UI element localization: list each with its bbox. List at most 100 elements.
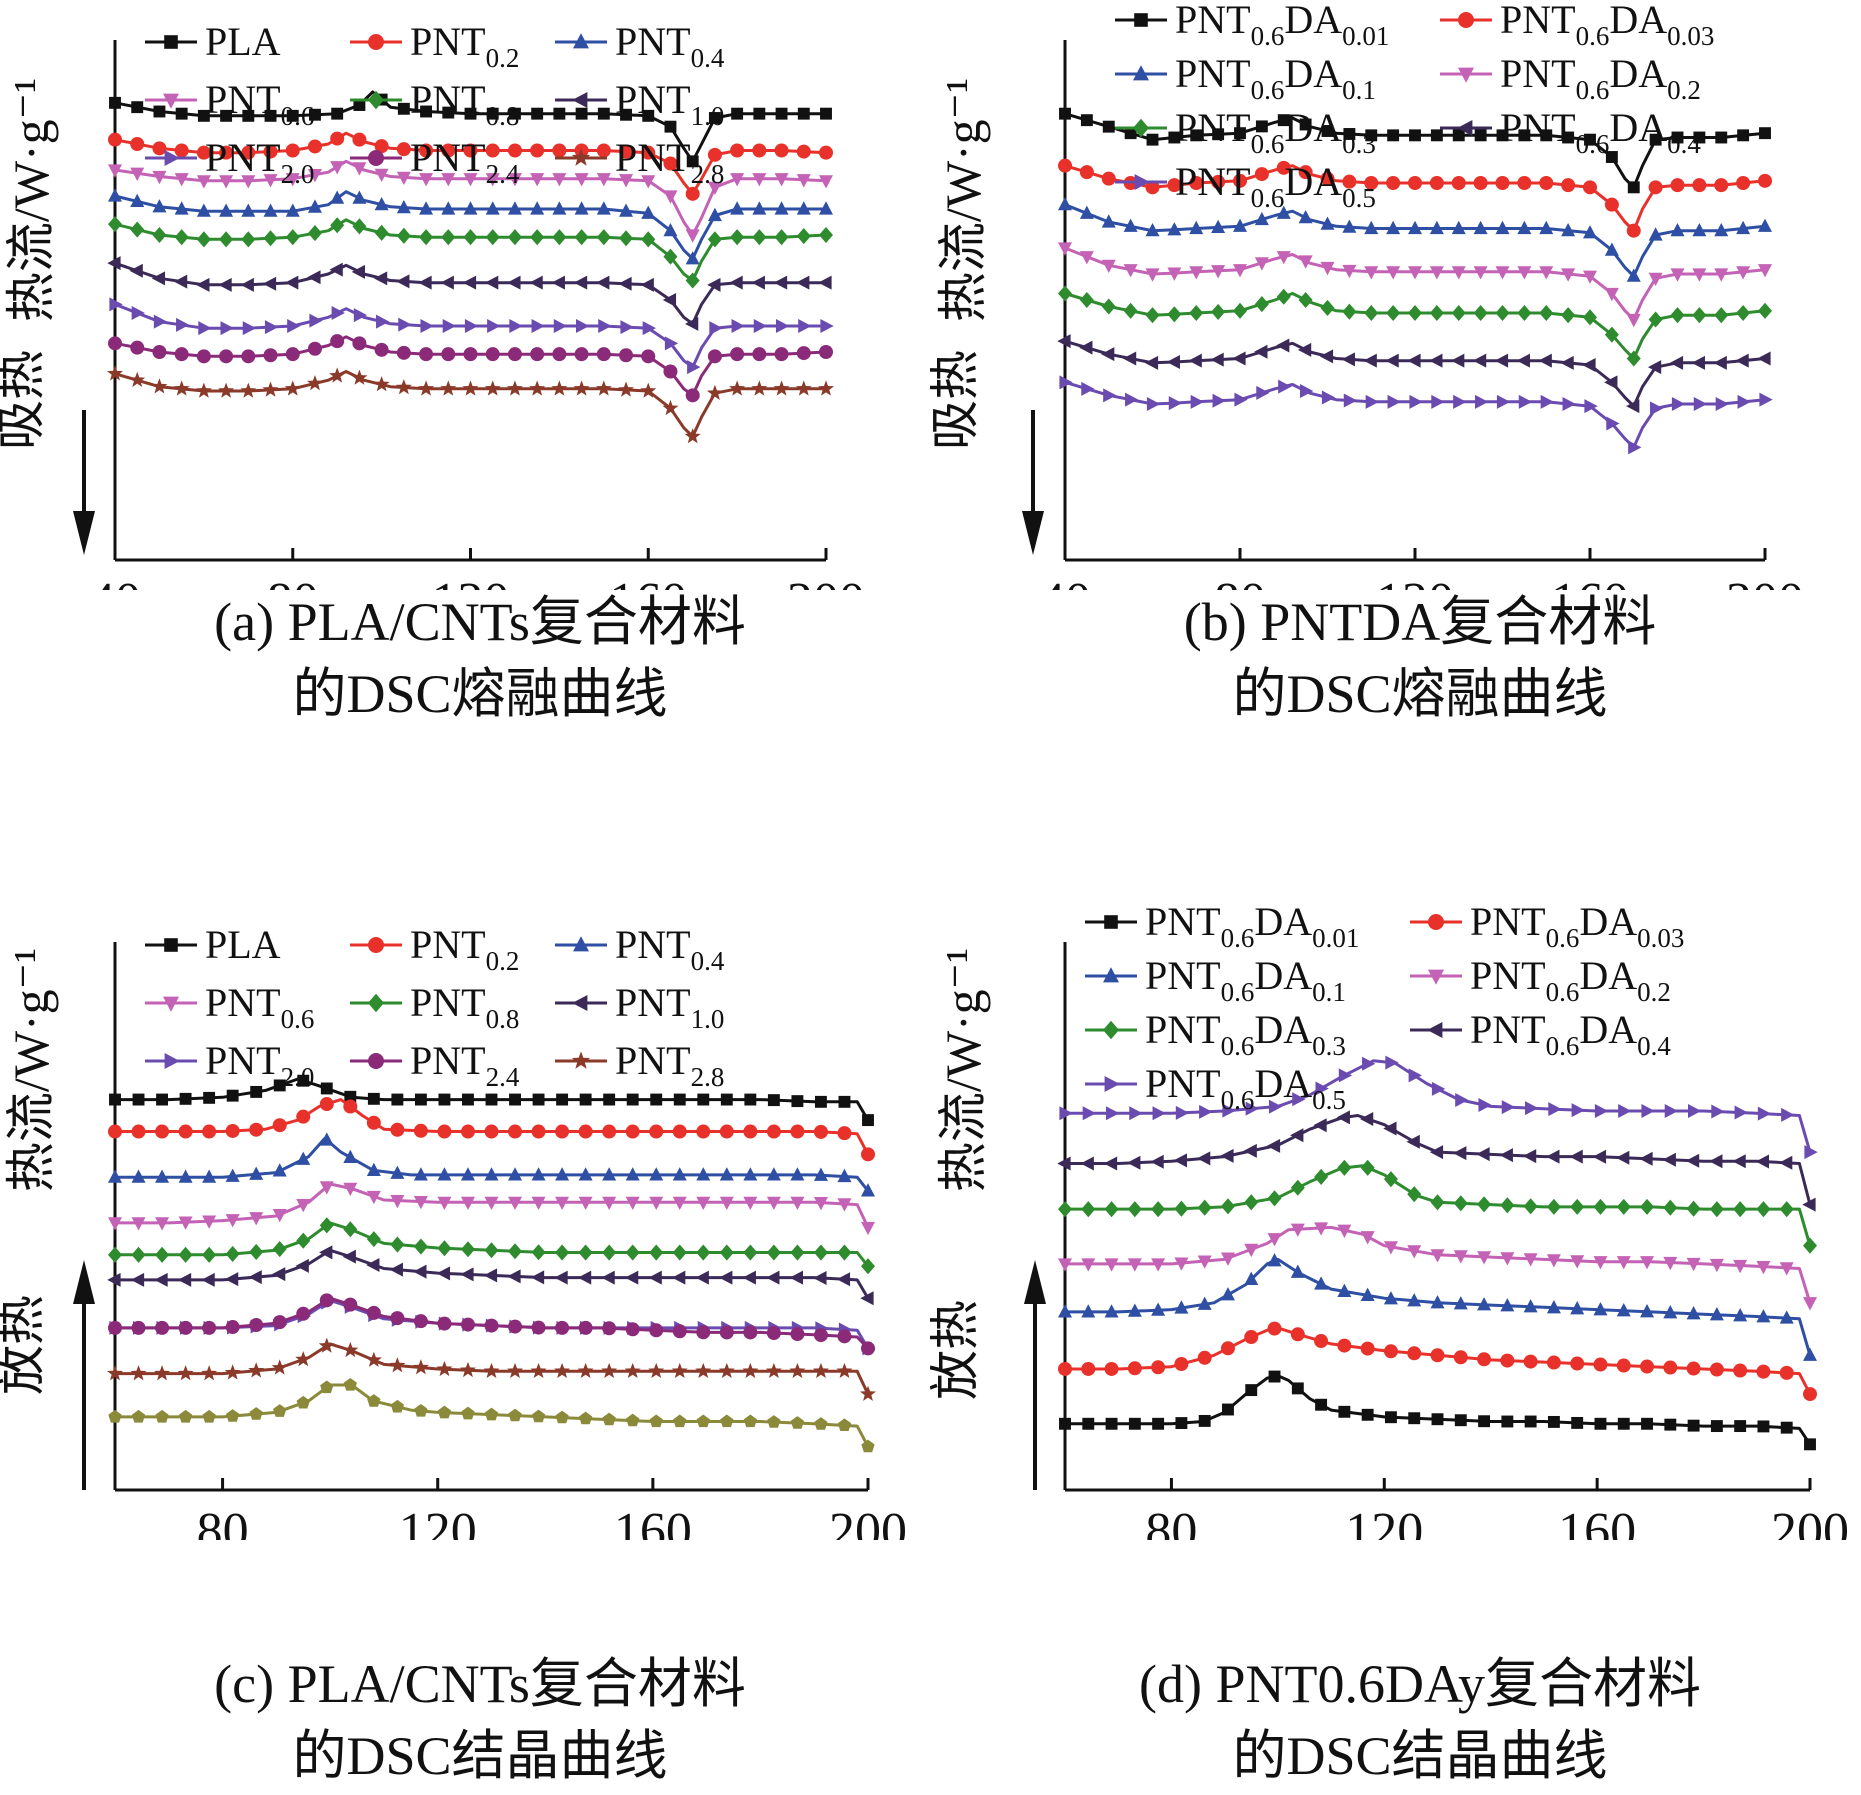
y-axis-title: 热流/W·g⁻¹ xyxy=(3,78,59,322)
data-point xyxy=(1321,390,1336,405)
data-point xyxy=(1626,313,1641,328)
data-point xyxy=(263,348,278,363)
data-point xyxy=(836,1272,851,1287)
data-point xyxy=(1145,268,1160,282)
data-point xyxy=(1101,347,1115,362)
data-point xyxy=(414,1093,427,1106)
data-point xyxy=(1314,1222,1329,1236)
legend-marker xyxy=(573,936,589,952)
legend-label: PNT0.2 xyxy=(410,19,519,73)
data-point xyxy=(1757,1420,1770,1433)
series-PNT0.6DA0.3 xyxy=(1058,285,1772,367)
legend-label: PNT0.6DA0.01 xyxy=(1175,0,1389,51)
data-point xyxy=(796,201,811,215)
data-point xyxy=(596,201,611,215)
data-point xyxy=(552,347,567,362)
data-point xyxy=(272,1208,287,1223)
data-point xyxy=(352,132,367,147)
data-point xyxy=(178,1320,193,1335)
data-point xyxy=(1168,396,1183,411)
data-point xyxy=(507,275,521,290)
data-point xyxy=(1167,222,1182,236)
data-point xyxy=(285,347,300,362)
legend-item: PNT0.6DA0.1 xyxy=(1115,51,1376,105)
data-point xyxy=(1220,1198,1235,1215)
data-point xyxy=(530,173,545,187)
data-point xyxy=(263,203,278,217)
data-point xyxy=(1500,1298,1515,1312)
data-point xyxy=(791,1095,804,1108)
data-point xyxy=(418,275,432,290)
data-point xyxy=(684,316,699,331)
data-point xyxy=(1779,1155,1793,1170)
data-point xyxy=(1123,264,1138,278)
data-point xyxy=(1453,394,1467,409)
legend-item: PNT0.6DA0.5 xyxy=(1115,159,1376,213)
data-point xyxy=(625,1322,640,1337)
data-point xyxy=(766,1326,781,1341)
data-point xyxy=(1451,220,1466,235)
data-point xyxy=(790,1416,805,1429)
data-point xyxy=(598,319,612,333)
legend-label: PNT2.4 xyxy=(410,135,520,189)
data-point xyxy=(837,1418,852,1432)
data-point xyxy=(1244,1194,1259,1211)
data-point xyxy=(813,1271,827,1286)
data-point xyxy=(374,168,389,183)
data-point xyxy=(1571,1416,1584,1429)
data-point xyxy=(1640,1198,1655,1215)
data-point xyxy=(1640,1304,1655,1318)
data-point xyxy=(1670,222,1685,237)
data-point xyxy=(602,1244,617,1261)
data-point xyxy=(419,173,434,187)
data-point xyxy=(1451,176,1466,190)
data-point xyxy=(672,1244,687,1261)
legend-item: PNT2.0 xyxy=(145,1038,314,1092)
data-point xyxy=(573,380,590,396)
data-point xyxy=(751,380,768,396)
data-point xyxy=(1255,120,1268,133)
data-point xyxy=(1103,1156,1118,1171)
data-point xyxy=(1104,1304,1119,1318)
data-point xyxy=(1197,1255,1212,1269)
data-point xyxy=(1714,178,1729,193)
data-point xyxy=(685,186,700,201)
data-point xyxy=(697,1093,710,1106)
data-point xyxy=(390,1399,405,1413)
data-point xyxy=(818,275,832,290)
data-point xyxy=(506,380,523,396)
data-point xyxy=(1408,1068,1422,1083)
data-point xyxy=(1431,1413,1444,1426)
data-point xyxy=(272,1241,287,1258)
data-point xyxy=(1059,1417,1071,1430)
data-point xyxy=(306,375,323,391)
data-point xyxy=(1779,1310,1794,1324)
data-point xyxy=(153,314,168,329)
data-point xyxy=(1175,1417,1188,1430)
data-point xyxy=(625,1196,640,1210)
data-point xyxy=(1268,1099,1283,1114)
data-point xyxy=(178,1216,193,1230)
data-point xyxy=(707,147,722,162)
data-point xyxy=(272,1118,287,1133)
data-point xyxy=(1593,1198,1608,1215)
data-point xyxy=(1123,302,1138,319)
data-point xyxy=(296,1151,311,1165)
data-point xyxy=(1359,1111,1374,1126)
data-point xyxy=(1150,1154,1164,1169)
data-point xyxy=(1496,129,1509,142)
data-point xyxy=(1058,285,1072,302)
data-point xyxy=(1197,1199,1212,1216)
legend-item: PNT2.4 xyxy=(350,1038,520,1092)
legend-label: PNT0.6DA0.4 xyxy=(1500,105,1701,159)
data-point xyxy=(1472,353,1487,368)
data-point xyxy=(1584,399,1598,414)
series-PNT0.4 xyxy=(108,188,833,265)
series-PNT0.6DA0.2 xyxy=(1058,1222,1817,1311)
data-point xyxy=(1517,220,1532,235)
data-point xyxy=(1671,397,1686,411)
legend-marker xyxy=(163,996,179,1012)
data-point xyxy=(296,1306,311,1321)
data-point xyxy=(574,201,589,215)
data-point xyxy=(1174,1300,1189,1314)
